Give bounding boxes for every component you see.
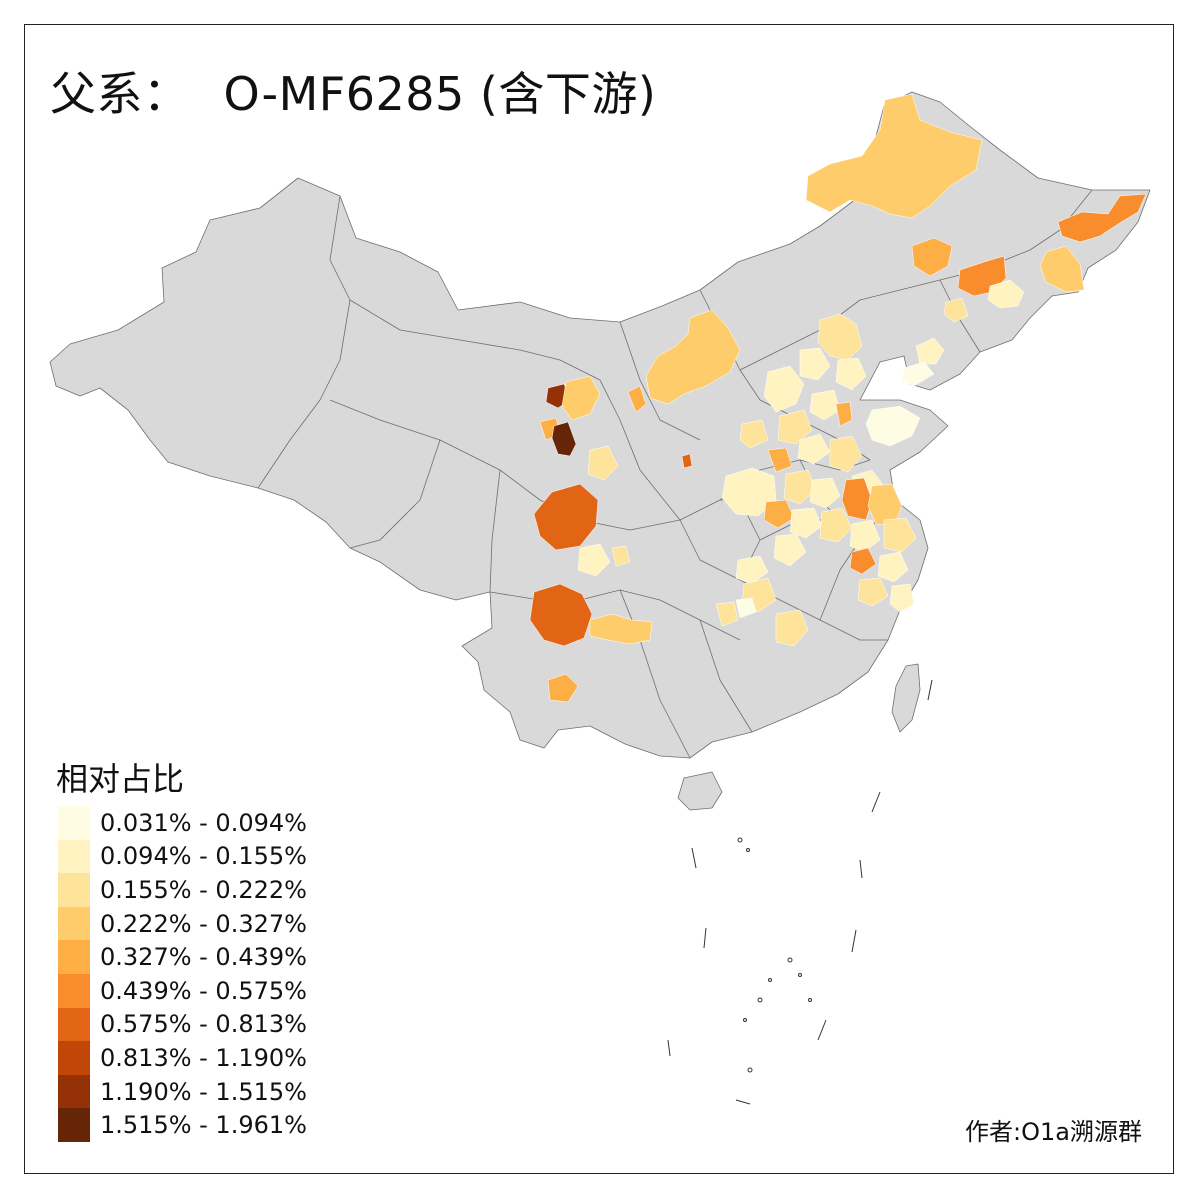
legend-swatch: [58, 839, 90, 874]
legend-label: 0.222% - 0.327%: [100, 909, 307, 938]
legend-swatch: [58, 973, 90, 1008]
legend-swatch: [58, 806, 90, 840]
legend-label: 0.031% - 0.094%: [100, 808, 307, 837]
legend-item: 1.515% - 1.961%: [58, 1108, 307, 1142]
legend-label: 0.155% - 0.222%: [100, 875, 307, 904]
legend-item: 0.813% - 1.190%: [58, 1041, 307, 1075]
legend-swatch: [58, 1041, 90, 1075]
legend-item: 1.190% - 1.515%: [58, 1074, 307, 1109]
legend-swatch: [58, 1007, 90, 1042]
legend-swatch: [58, 873, 90, 907]
legend-title: 相对占比: [56, 760, 185, 798]
author-credit: 作者:O1a溯源群: [965, 1118, 1142, 1146]
colored-prefectures: [529, 93, 1147, 703]
legend-item: 0.094% - 0.155%: [58, 839, 307, 874]
legend-item: 0.439% - 0.575%: [58, 973, 307, 1008]
south-china-sea-islands: [667, 679, 933, 1105]
legend-item: 0.031% - 0.094%: [58, 806, 307, 840]
mainland-china: [49, 91, 1151, 759]
legend-item: 0.575% - 0.813%: [58, 1007, 307, 1042]
legend: 0.031% - 0.094% 0.094% - 0.155% 0.155% - 0…: [58, 806, 307, 1142]
legend-label: 1.190% - 1.515%: [100, 1077, 307, 1106]
legend-label: 0.327% - 0.439%: [100, 943, 307, 972]
legend-swatch: [58, 940, 90, 974]
title-prefix: 父系：: [50, 67, 190, 121]
legend-label: 1.515% - 1.961%: [100, 1111, 307, 1140]
legend-label: 0.439% - 0.575%: [100, 976, 307, 1005]
legend-item: 0.327% - 0.439%: [58, 940, 307, 974]
title-haplogroup: O-MF6285 (含下游): [223, 67, 657, 121]
legend-swatch: [58, 1074, 90, 1109]
legend-item: 0.155% - 0.222%: [58, 873, 307, 907]
taiwan-island: [891, 663, 921, 733]
hainan-island: [677, 771, 723, 811]
legend-label: 0.813% - 1.190%: [100, 1043, 307, 1072]
map-title: 父系： O-MF6285 (含下游): [50, 58, 656, 124]
legend-label: 0.094% - 0.155%: [100, 842, 307, 871]
legend-swatch: [58, 1108, 90, 1142]
legend-item: 0.222% - 0.327%: [58, 906, 307, 941]
legend-label: 0.575% - 0.813%: [100, 1010, 307, 1039]
legend-swatch: [58, 906, 90, 941]
